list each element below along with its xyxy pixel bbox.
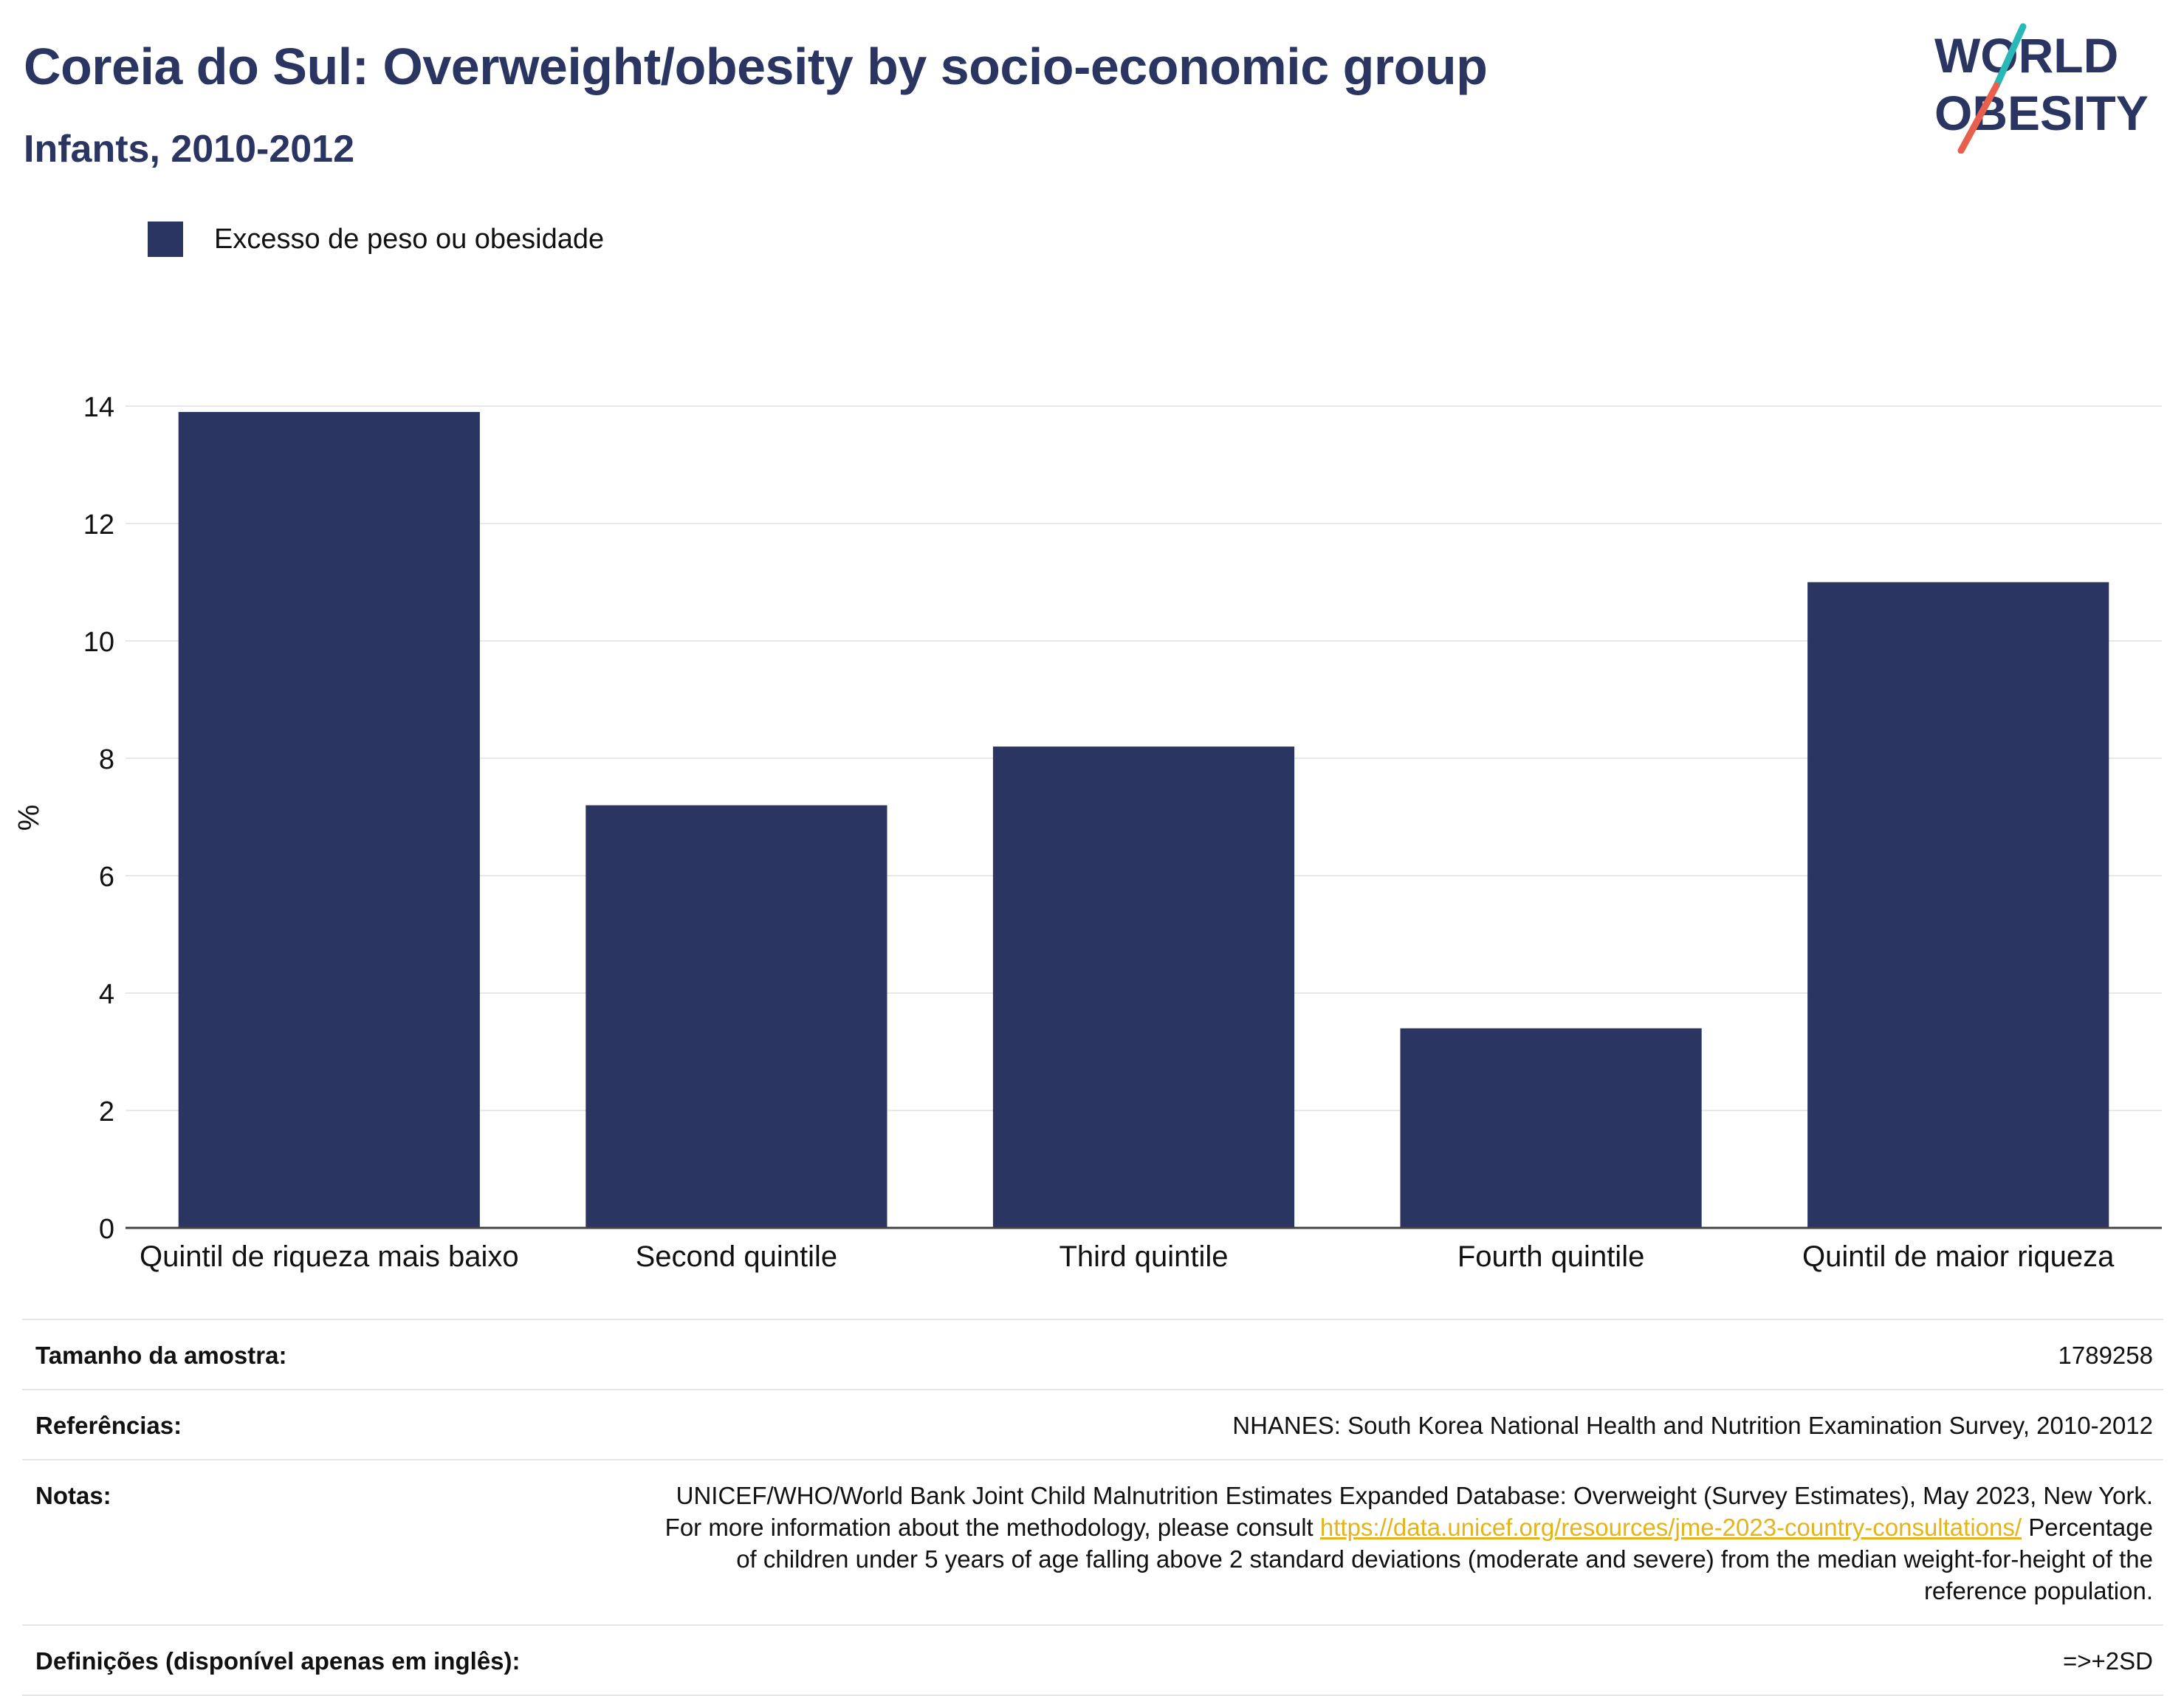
definitions-value: =>+2SD bbox=[636, 1624, 2163, 1696]
logo-line2: OBESITY bbox=[1934, 86, 2149, 140]
y-tick-label: 2 bbox=[99, 1096, 114, 1127]
bar bbox=[178, 411, 480, 1229]
x-tick-label: Quintil de riqueza mais baixo bbox=[140, 1240, 519, 1273]
notes-text-before: UNICEF/WHO/World Bank Joint Child Malnut… bbox=[665, 1482, 2153, 1541]
methodology-link[interactable]: https://data.unicef.org/resources/jme-20… bbox=[1319, 1514, 2022, 1541]
references-label: Referências: bbox=[22, 1389, 636, 1460]
logo-slash-top bbox=[1993, 23, 2027, 89]
y-tick-label: 0 bbox=[99, 1214, 114, 1245]
info-row-definitions: Definições (disponível apenas em inglês)… bbox=[22, 1624, 2163, 1696]
notes-label: Notas: bbox=[22, 1459, 636, 1626]
chart-title: Coreia do Sul: Overweight/obesity by soc… bbox=[24, 38, 1488, 95]
bar bbox=[992, 746, 1295, 1228]
references-value: NHANES: South Korea National Health and … bbox=[636, 1389, 2163, 1460]
sample-size-label: Tamanho da amostra: bbox=[22, 1319, 636, 1390]
info-row-sample-size: Tamanho da amostra: 1789258 bbox=[22, 1319, 2163, 1390]
legend-label: Excesso de peso ou obesidade bbox=[214, 223, 605, 255]
y-tick-label: 8 bbox=[99, 744, 114, 775]
definitions-label: Definições (disponível apenas em inglês)… bbox=[22, 1624, 636, 1696]
bar bbox=[1807, 582, 2109, 1228]
x-tick-label: Third quintile bbox=[1059, 1240, 1228, 1273]
logo-line1: WORLD bbox=[1934, 28, 2118, 83]
x-tick-label: Quintil de maior riqueza bbox=[1802, 1240, 2115, 1273]
notes-text-after: Percentage of children under 5 years of … bbox=[736, 1514, 2153, 1604]
logo-slash-bottom bbox=[1957, 82, 2000, 154]
info-row-notes: Notas: UNICEF/WHO/World Bank Joint Child… bbox=[22, 1459, 2163, 1626]
y-tick-label: 6 bbox=[99, 862, 114, 893]
chart-subtitle: Infants, 2010-2012 bbox=[24, 128, 355, 171]
y-tick-label: 14 bbox=[83, 392, 114, 423]
info-row-references: Referências: NHANES: South Korea Nationa… bbox=[22, 1389, 2163, 1460]
sample-size-value: 1789258 bbox=[636, 1319, 2163, 1390]
y-tick-label: 10 bbox=[83, 627, 114, 658]
x-tick-label: Fourth quintile bbox=[1457, 1240, 1644, 1273]
legend: Excesso de peso ou obesidade bbox=[148, 222, 604, 257]
world-obesity-logo: WORLD OBESITY bbox=[1934, 23, 2149, 154]
y-tick-label: 4 bbox=[99, 979, 114, 1010]
notes-value: UNICEF/WHO/World Bank Joint Child Malnut… bbox=[636, 1459, 2163, 1626]
x-tick-label: Second quintile bbox=[636, 1240, 838, 1273]
legend-swatch bbox=[148, 222, 183, 257]
bar bbox=[1400, 1028, 1702, 1228]
info-table: Tamanho da amostra: 1789258 Referências:… bbox=[22, 1319, 2163, 1696]
bar-chart: 0 2 4 6 8 10 12 14 Quintil de riqueza mais baixo… bbox=[83, 392, 2162, 1273]
y-tick-label: 12 bbox=[83, 509, 114, 540]
bar bbox=[586, 805, 887, 1228]
